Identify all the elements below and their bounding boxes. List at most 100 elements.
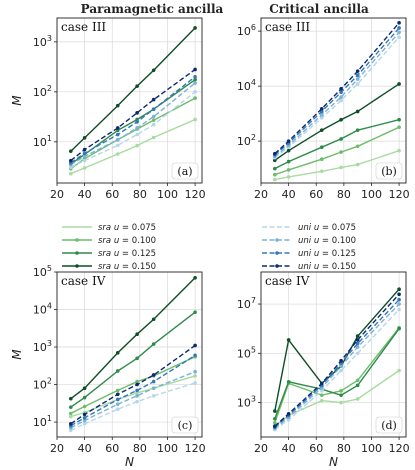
data-point-uni-0.075 xyxy=(319,116,324,120)
case-label: case III xyxy=(265,20,310,34)
data-point-uni-0.150 xyxy=(273,424,277,428)
data-point-sra-0.100 xyxy=(355,144,360,149)
data-point-uni-0.100 xyxy=(319,113,324,117)
x-tick-label: 100 xyxy=(361,442,382,455)
panel-b: 20 40 60 80 100 120 102 104 106 case III (b) xyxy=(237,17,410,201)
data-point-sra-0.075 xyxy=(319,169,324,174)
data-point-uni-0.075 xyxy=(355,82,360,86)
data-point-sra-0.075 xyxy=(355,162,360,167)
series-line-sra-0.100 xyxy=(274,126,400,176)
data-point-uni-0.150 xyxy=(193,343,197,348)
series-line-sra-0.075 xyxy=(274,150,400,181)
y-tick-label: 107 xyxy=(237,296,256,311)
legend-item-uni-0.100: uni u = 0.100 xyxy=(262,236,356,246)
case-label: case IV xyxy=(265,274,310,288)
data-point-sra-0.075 xyxy=(273,177,277,182)
x-tick-label: 60 xyxy=(309,188,323,201)
data-point-uni-0.100 xyxy=(135,126,139,130)
legend-label: sra u = 0.075 xyxy=(98,223,156,233)
y-tick-label: 101 xyxy=(33,414,52,429)
legend-item-sra-0.075: sra u = 0.075 xyxy=(62,223,156,233)
y-axis-label: M xyxy=(10,95,24,106)
data-point-uni-0.150 xyxy=(115,392,120,397)
data-point-uni-0.125 xyxy=(115,397,120,402)
data-point-sra-0.100 xyxy=(286,168,291,172)
legend-marker xyxy=(275,251,279,255)
legend-label: sra u = 0.150 xyxy=(98,262,156,272)
series-line-uni-0.150 xyxy=(70,68,196,162)
series-line-sra-0.150 xyxy=(274,83,400,161)
series-line-sra-0.150 xyxy=(70,27,196,152)
series-line-uni-0.150 xyxy=(274,22,400,155)
data-point-sra-0.150 xyxy=(135,332,139,336)
x-tick-label: 20 xyxy=(50,442,64,455)
series-line-uni-0.100 xyxy=(70,371,196,429)
data-point-sra-0.075 xyxy=(355,397,360,401)
data-point-uni-0.125 xyxy=(135,120,139,124)
y-tick-label: 103 xyxy=(33,339,52,354)
data-point-uni-0.150 xyxy=(69,158,73,163)
legend-item-uni-0.075: uni u = 0.075 xyxy=(262,223,356,233)
x-tick-label: 100 xyxy=(157,188,178,201)
series-line-uni-0.125 xyxy=(70,76,196,164)
data-point-uni-0.075 xyxy=(151,394,156,398)
x-tick-label: 20 xyxy=(254,188,268,201)
legend-label: uni u = 0.075 xyxy=(298,223,356,233)
data-point-sra-0.150 xyxy=(82,386,87,390)
data-point-sra-0.150 xyxy=(286,338,291,342)
data-point-sra-0.100 xyxy=(355,378,360,383)
legend-item-sra-0.125: sra u = 0.125 xyxy=(62,249,156,259)
data-point-uni-0.100 xyxy=(193,369,197,374)
x-tick-label: 60 xyxy=(105,188,119,201)
data-point-uni-0.075 xyxy=(69,165,73,170)
data-point-uni-0.075 xyxy=(115,407,120,412)
data-point-sra-0.150 xyxy=(115,351,120,355)
data-point-uni-0.075 xyxy=(355,351,360,356)
data-point-uni-0.125 xyxy=(397,26,401,30)
series-line-sra-0.150 xyxy=(274,288,400,412)
x-tick-label: 40 xyxy=(78,188,92,201)
data-point-uni-0.075 xyxy=(319,389,324,393)
data-point-uni-0.125 xyxy=(82,415,87,420)
y-tick-label: 102 xyxy=(33,377,52,392)
legend-marker xyxy=(75,238,79,242)
data-point-sra-0.075 xyxy=(82,166,87,170)
data-point-uni-0.075 xyxy=(82,158,87,163)
data-point-uni-0.150 xyxy=(151,373,156,377)
legend-marker xyxy=(275,238,279,242)
series-line-uni-0.075 xyxy=(70,91,196,168)
y-tick-label: 104 xyxy=(33,302,52,317)
data-point-uni-0.150 xyxy=(286,139,291,143)
data-point-sra-0.075 xyxy=(397,368,401,373)
data-point-uni-0.150 xyxy=(115,126,120,130)
data-point-uni-0.125 xyxy=(355,73,360,77)
data-point-uni-0.075 xyxy=(135,132,139,137)
legend-item-uni-0.125: uni u = 0.125 xyxy=(262,249,356,259)
data-point-uni-0.100 xyxy=(355,77,360,81)
data-point-uni-0.125 xyxy=(151,379,156,384)
x-tick-label: 120 xyxy=(185,442,206,455)
panel-label: (c) xyxy=(178,419,193,432)
y-axis-label: M xyxy=(10,349,24,360)
data-point-sra-0.150 xyxy=(397,287,401,292)
x-axis-label: N xyxy=(125,455,134,469)
data-point-uni-0.125 xyxy=(339,90,343,95)
legend-marker xyxy=(275,264,279,268)
data-point-sra-0.125 xyxy=(69,405,73,409)
data-point-sra-0.100 xyxy=(339,389,343,393)
data-point-sra-0.075 xyxy=(286,175,291,179)
y-tick-label: 101 xyxy=(33,134,52,149)
data-point-sra-0.075 xyxy=(339,400,343,405)
data-point-uni-0.100 xyxy=(151,114,156,119)
data-point-sra-0.125 xyxy=(273,166,277,171)
panel-label-box xyxy=(375,416,403,434)
x-tick-label: 60 xyxy=(105,442,119,455)
legend-label: uni u = 0.125 xyxy=(298,249,356,259)
x-tick-label: 100 xyxy=(157,442,178,455)
x-tick-label: 80 xyxy=(337,188,351,201)
series-line-uni-0.075 xyxy=(274,309,400,431)
data-point-uni-0.100 xyxy=(82,154,87,159)
series-line-uni-0.125 xyxy=(274,27,400,156)
